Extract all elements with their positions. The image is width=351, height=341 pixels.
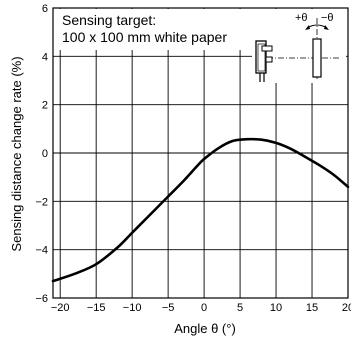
annotation-background	[54, 9, 252, 50]
x-tick-label: 10	[270, 302, 282, 314]
y-tick-label: 6	[42, 3, 48, 15]
y-tick-label: −6	[35, 293, 48, 305]
y-tick-label: 2	[42, 100, 48, 112]
y-axis-title: Sensing distance change rate (%)	[9, 56, 24, 251]
x-tick-label: −5	[162, 302, 175, 314]
x-tick-labels: −20 −15 −10 −5 0 5 10 15 20	[51, 302, 351, 314]
sensing-target-annotation: Sensing target: 100 x 100 mm white paper	[54, 9, 252, 50]
annotation-line-2: 100 x 100 mm white paper	[62, 29, 227, 45]
x-tick-label: −15	[87, 302, 106, 314]
inset-minus-theta-label: −θ	[321, 12, 334, 24]
target-paper-icon	[305, 24, 329, 78]
data-series	[51, 137, 350, 283]
sensor-icon	[255, 40, 273, 82]
y-tick-label: −4	[35, 245, 48, 257]
x-tick-label: −20	[51, 302, 70, 314]
plot-frame	[52, 7, 349, 299]
y-tick-label: 4	[42, 51, 48, 63]
y-tick-labels: −6 −4 −2 0 2 4 6	[35, 3, 48, 305]
x-tick-label: 5	[237, 302, 243, 314]
x-axis-title: Angle θ (°)	[174, 321, 236, 336]
inset-plus-theta-label: +θ	[295, 12, 308, 24]
y-tick-label: −2	[35, 196, 48, 208]
sensor-illustration: +θ −θ	[252, 9, 346, 83]
annotation-line-1: Sensing target:	[62, 12, 156, 28]
x-tick-label: 15	[306, 302, 318, 314]
x-tick-label: 0	[201, 302, 207, 314]
y-tick-label: 0	[42, 148, 48, 160]
x-tick-label: −10	[123, 302, 142, 314]
x-tick-label: 20	[342, 302, 351, 314]
series-line	[51, 137, 350, 283]
